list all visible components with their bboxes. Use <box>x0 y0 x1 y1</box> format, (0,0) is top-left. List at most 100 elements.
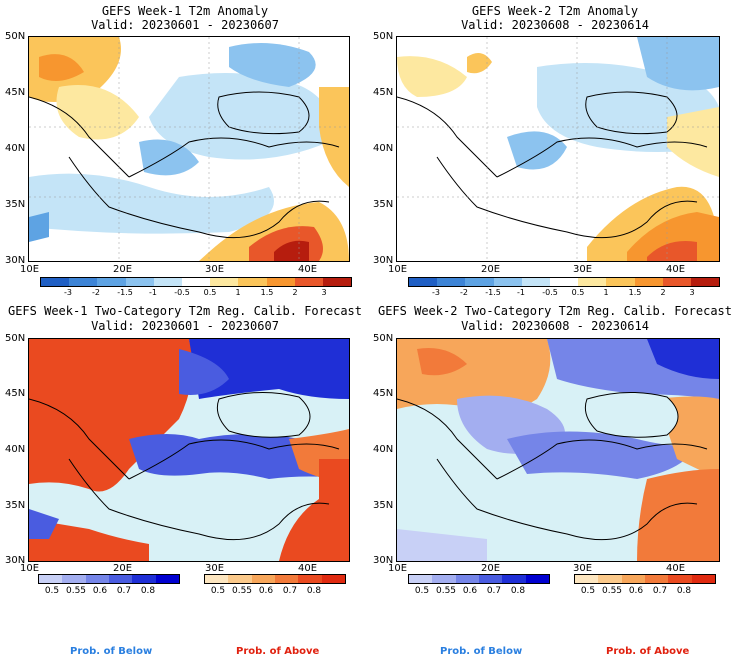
lat-label-45n: 45N <box>373 388 394 399</box>
lat-label-35n: 35N <box>373 199 394 210</box>
lon-label-10e: 10E <box>388 264 408 275</box>
below-tick: 0.6 <box>462 586 478 596</box>
anomaly-tick: -1.5 <box>485 288 501 297</box>
above-tick: 0.55 <box>601 586 623 596</box>
above-tick: 0.7 <box>282 586 298 596</box>
anomaly-tick: -1.5 <box>117 288 133 297</box>
lat-label-45n: 45N <box>373 87 394 98</box>
prob-above-label: Prob. of Above <box>236 646 320 657</box>
lon-label-20e: 20E <box>481 264 501 275</box>
prob-below-label: Prob. of Below <box>440 646 523 657</box>
panel-week1-probability: GEFS Week-1 Two-Category T2m Reg. Calib.… <box>0 300 370 662</box>
anomaly-tick: -1 <box>149 288 157 297</box>
below-tick: 0.55 <box>65 586 87 596</box>
above-tick: 0.8 <box>306 586 322 596</box>
panel-valid-dates: Valid: 20230608 - 20230614 <box>461 319 649 333</box>
lat-label-50n: 50N <box>373 31 394 42</box>
above-tick: 0.6 <box>628 586 644 596</box>
below-tick: 0.5 <box>414 586 430 596</box>
lat-label-40n: 40N <box>373 143 394 154</box>
above-colorbar <box>204 574 346 584</box>
anomaly-tick: 2 <box>660 288 666 297</box>
lat-label-50n: 50N <box>5 31 26 42</box>
anomaly-tick: 0.5 <box>203 288 217 297</box>
panel-valid-dates: Valid: 20230601 - 20230607 <box>91 18 279 32</box>
lon-label-40e: 40E <box>298 264 318 275</box>
anomaly-tick: -3 <box>64 288 72 297</box>
below-tick: 0.8 <box>140 586 156 596</box>
below-tick: 0.5 <box>44 586 60 596</box>
anomaly-tick: 3 <box>689 288 695 297</box>
lon-label-10e: 10E <box>388 563 408 574</box>
above-colorbar <box>574 574 716 584</box>
lat-label-45n: 45N <box>5 87 26 98</box>
lat-label-40n: 40N <box>373 444 394 455</box>
panel-week2-probability: GEFS Week-2 Two-Category T2m Reg. Calib.… <box>370 300 740 662</box>
lon-label-30e: 30E <box>205 264 225 275</box>
anomaly-tick: -1 <box>517 288 525 297</box>
anomaly-tick: -2 <box>92 288 100 297</box>
anomaly-colorbar <box>40 277 352 287</box>
panel-title: GEFS Week-2 Two-Category T2m Reg. Calib.… <box>377 304 732 318</box>
lat-label-30n: 30N <box>5 555 26 566</box>
anomaly-tick: -2 <box>460 288 468 297</box>
lon-label-30e: 30E <box>573 563 593 574</box>
panel-title: GEFS Week-2 T2m Anomaly <box>471 4 639 18</box>
lat-label-30n: 30N <box>5 255 26 266</box>
lat-label-45n: 45N <box>5 388 26 399</box>
panel-week1-anomaly: GEFS Week-1 T2m Anomaly Valid: 20230601 … <box>0 0 370 300</box>
panel-title: GEFS Week-1 Two-Category T2m Reg. Calib.… <box>7 304 362 318</box>
lon-label-20e: 20E <box>113 563 133 574</box>
prob-below-label: Prob. of Below <box>70 646 153 657</box>
prob-above-label: Prob. of Above <box>606 646 690 657</box>
panel-valid-dates: Valid: 20230601 - 20230607 <box>91 319 279 333</box>
lat-label-50n: 50N <box>373 333 394 344</box>
anomaly-tick: 1 <box>235 288 241 297</box>
lat-label-35n: 35N <box>373 500 394 511</box>
anomaly-tick: -0.5 <box>542 288 558 297</box>
below-tick: 0.7 <box>486 586 502 596</box>
anomaly-tick: 1.5 <box>260 288 274 297</box>
above-tick: 0.6 <box>258 586 274 596</box>
panel-valid-dates: Valid: 20230608 - 20230614 <box>461 18 649 32</box>
lon-label-10e: 10E <box>20 563 40 574</box>
anomaly-colorbar <box>408 277 720 287</box>
anomaly-tick: 1.5 <box>628 288 642 297</box>
lon-label-30e: 30E <box>573 264 593 275</box>
above-tick: 0.55 <box>231 586 253 596</box>
above-tick: 0.5 <box>210 586 226 596</box>
anomaly-tick: -0.5 <box>174 288 190 297</box>
lat-label-50n: 50N <box>5 333 26 344</box>
anomaly-map <box>396 36 720 262</box>
lon-label-40e: 40E <box>666 264 686 275</box>
below-colorbar <box>38 574 180 584</box>
below-tick: 0.7 <box>116 586 132 596</box>
lat-label-30n: 30N <box>373 255 394 266</box>
lat-label-40n: 40N <box>5 143 26 154</box>
lon-label-10e: 10E <box>20 264 40 275</box>
below-tick: 0.8 <box>510 586 526 596</box>
anomaly-tick: 0.5 <box>571 288 585 297</box>
anomaly-tick: 3 <box>321 288 327 297</box>
above-tick: 0.7 <box>652 586 668 596</box>
lon-label-40e: 40E <box>298 563 318 574</box>
lat-label-40n: 40N <box>5 444 26 455</box>
panel-week2-anomaly: GEFS Week-2 T2m Anomaly Valid: 20230608 … <box>370 0 740 300</box>
lat-label-35n: 35N <box>5 500 26 511</box>
lon-label-40e: 40E <box>666 563 686 574</box>
anomaly-tick: -3 <box>432 288 440 297</box>
anomaly-map <box>28 36 350 262</box>
panel-title: GEFS Week-1 T2m Anomaly <box>101 4 269 18</box>
anomaly-tick: 1 <box>603 288 609 297</box>
lon-label-20e: 20E <box>481 563 501 574</box>
above-tick: 0.5 <box>580 586 596 596</box>
below-tick: 0.6 <box>92 586 108 596</box>
below-colorbar <box>408 574 550 584</box>
above-tick: 0.8 <box>676 586 692 596</box>
lon-label-30e: 30E <box>205 563 225 574</box>
lat-label-30n: 30N <box>373 555 394 566</box>
lon-label-20e: 20E <box>113 264 133 275</box>
probability-map <box>396 338 720 562</box>
anomaly-tick: 2 <box>292 288 298 297</box>
probability-map <box>28 338 350 562</box>
